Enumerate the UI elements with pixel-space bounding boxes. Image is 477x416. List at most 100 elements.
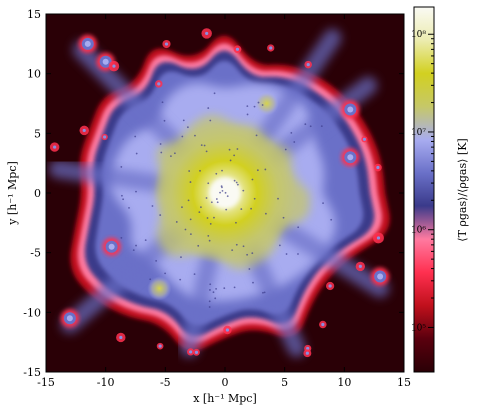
colorbar-tick-label: 10⁶ <box>411 226 426 236</box>
speckle <box>160 151 163 154</box>
speckle <box>151 205 154 207</box>
speckle <box>200 206 202 209</box>
speckle <box>214 297 217 300</box>
small-clump <box>82 128 86 133</box>
speckle <box>164 272 167 275</box>
temperature-heatmap <box>46 14 404 372</box>
speckle <box>128 206 130 209</box>
speckle <box>170 155 172 158</box>
speckle <box>235 181 238 184</box>
speckle <box>186 126 189 129</box>
speckle <box>322 202 324 205</box>
speckle <box>255 134 258 137</box>
speckle <box>180 256 182 259</box>
speckle <box>175 221 178 223</box>
y-tick-label: -15 <box>23 366 41 379</box>
small-clump <box>376 236 381 240</box>
y-axis: -15 -10 -5 0 5 10 15 <box>23 8 404 379</box>
speckle <box>226 195 229 198</box>
speckle <box>210 201 213 204</box>
speckle <box>193 273 196 276</box>
speckle <box>209 222 212 225</box>
small-clump <box>376 165 380 170</box>
speckle <box>320 125 323 128</box>
speckle <box>207 182 210 185</box>
colorbar-tick-label: 10⁷ <box>411 128 426 138</box>
speckle <box>277 197 279 200</box>
small-clump <box>306 62 310 67</box>
speckle <box>235 243 238 246</box>
small-clump <box>53 145 57 149</box>
speckle <box>246 253 249 256</box>
speckle <box>248 268 251 270</box>
small-clump <box>119 335 123 340</box>
subclump-core <box>102 58 109 65</box>
speckle <box>208 239 211 242</box>
speckle <box>309 125 312 128</box>
y-tick-label: 0 <box>34 187 41 200</box>
speckle <box>215 287 217 290</box>
speckle <box>187 199 190 202</box>
colorbar-tick-label: 10⁵ <box>411 323 426 333</box>
x-tick-label: -15 <box>37 376 55 389</box>
speckle <box>285 253 288 255</box>
speckle <box>198 211 201 214</box>
speckle <box>209 119 212 122</box>
speckle <box>200 144 203 147</box>
speckle <box>155 260 158 262</box>
speckle <box>225 208 228 211</box>
speckle <box>278 244 281 247</box>
small-clump <box>306 346 310 351</box>
speckle <box>257 101 260 104</box>
speckle <box>203 144 206 147</box>
speckle <box>194 134 196 137</box>
small-clump <box>269 46 273 50</box>
speckle <box>231 249 234 251</box>
y-axis-label: y [h⁻¹ Mpc] <box>6 161 19 226</box>
subclump-core <box>66 315 73 322</box>
speckle <box>229 159 232 162</box>
subclump-core <box>347 154 354 161</box>
speckle <box>219 191 221 194</box>
speckle <box>121 194 123 197</box>
speckle <box>188 170 191 172</box>
speckle <box>132 249 135 252</box>
speckle <box>159 214 162 216</box>
speckle <box>293 141 296 143</box>
speckle <box>251 252 254 255</box>
small-clump <box>305 351 309 355</box>
speckle <box>181 206 183 209</box>
speckle <box>212 291 215 294</box>
speckle <box>163 119 166 122</box>
speckle <box>208 306 211 308</box>
x-tick-label: 15 <box>397 376 411 389</box>
speckle <box>221 169 223 172</box>
speckle <box>251 178 254 181</box>
subclump <box>254 91 279 116</box>
speckle <box>236 183 239 186</box>
subclump-core <box>347 106 354 113</box>
small-clump <box>157 82 161 86</box>
speckle <box>221 189 224 192</box>
speckle <box>189 218 192 221</box>
speckle <box>242 189 245 192</box>
speckle <box>205 150 208 153</box>
subclump <box>147 276 172 301</box>
subclump-core <box>377 273 384 280</box>
speckle <box>207 234 210 237</box>
speckle <box>233 179 236 182</box>
speckle <box>184 228 187 231</box>
speckle <box>250 207 252 210</box>
small-clump <box>358 264 362 269</box>
speckle <box>246 113 249 116</box>
y-tick-label: 15 <box>27 8 41 21</box>
speckle <box>206 217 209 219</box>
speckle <box>134 135 137 138</box>
y-tick-label: -10 <box>23 306 41 319</box>
y-tick-label: 5 <box>34 127 41 140</box>
speckle <box>235 221 237 224</box>
speckle <box>290 131 293 134</box>
x-tick-label: 5 <box>281 376 288 389</box>
small-clump <box>328 284 332 288</box>
